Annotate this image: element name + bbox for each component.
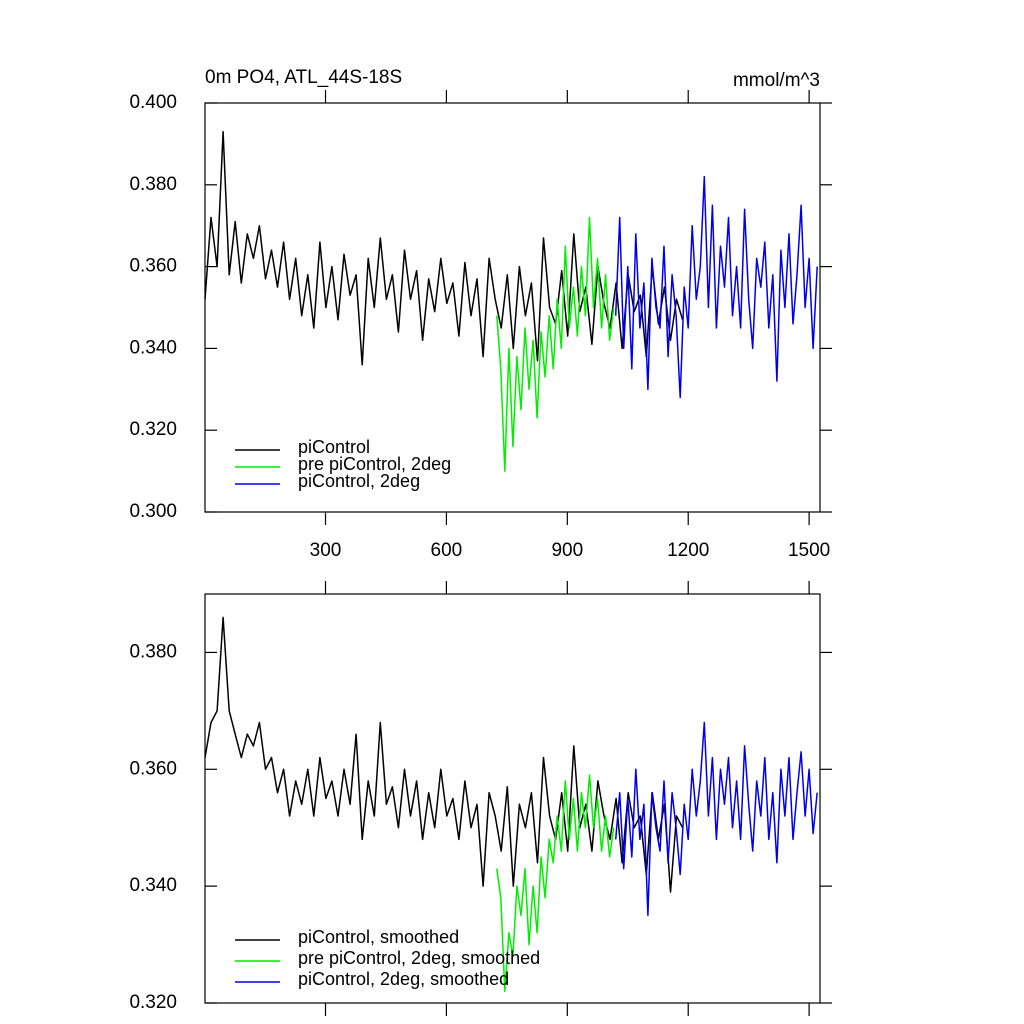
plot-frame <box>204 593 821 1004</box>
x-tick-label: 1200 <box>667 540 709 561</box>
legend-label: piControl, smoothed <box>298 927 459 947</box>
data-line <box>204 616 684 893</box>
x-tick-label: 1500 <box>788 540 830 561</box>
data-line <box>496 774 615 993</box>
x-tick-label: 300 <box>310 540 342 561</box>
legend-label: piControl, 2deg, smoothed <box>298 969 509 989</box>
data-line <box>204 130 684 366</box>
chart-title: 0m PO4, ATL_44S-18S <box>205 67 402 88</box>
data-line <box>614 175 818 399</box>
x-tick-label: 600 <box>431 540 463 561</box>
legend-label: piControl <box>298 437 370 457</box>
plot-frame <box>204 102 821 513</box>
y-tick-label: 0.300 <box>129 501 177 522</box>
y-tick-label: 0.340 <box>129 875 177 896</box>
y-tick-label: 0.380 <box>129 174 177 195</box>
y-tick-label: 0.360 <box>129 256 177 277</box>
y-tick-label: 0.320 <box>129 992 177 1013</box>
y-tick-label: 0.320 <box>129 419 177 440</box>
y-tick-label: 0.360 <box>129 758 177 779</box>
y-tick-label: 0.400 <box>129 92 177 113</box>
y-tick-label: 0.380 <box>129 641 177 662</box>
units-label: mmol/m^3 <box>733 70 820 91</box>
legend-label: piControl, 2deg <box>298 471 420 491</box>
legend-label: pre piControl, 2deg, smoothed <box>298 948 540 968</box>
x-tick-label: 900 <box>551 540 583 561</box>
y-tick-label: 0.340 <box>129 337 177 358</box>
legend-label: pre piControl, 2deg <box>298 454 451 474</box>
data-line <box>614 721 818 917</box>
data-line <box>496 216 615 472</box>
